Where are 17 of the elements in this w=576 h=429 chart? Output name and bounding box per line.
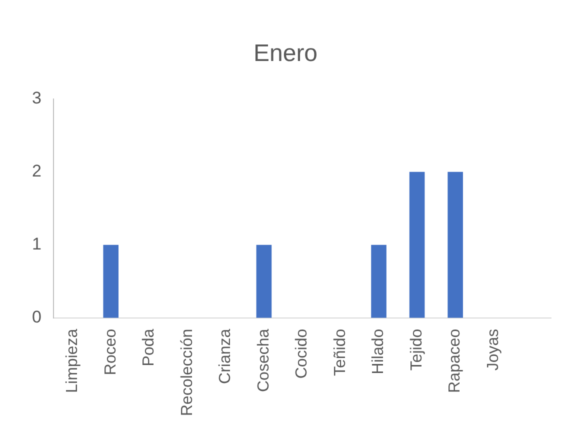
y-tick-label: 1 — [32, 234, 42, 254]
x-tick-label: Rapaceo — [446, 328, 464, 393]
x-tick-label: Poda — [140, 328, 158, 366]
x-tick-label: Joyas — [484, 328, 502, 371]
x-tick-label: Tejido — [408, 328, 426, 371]
y-tick-label: 3 — [32, 88, 42, 108]
x-tick-label: Cocido — [294, 328, 311, 379]
x-tick-label: Teñido — [332, 328, 349, 376]
x-tick-label: Limpieza — [64, 328, 81, 393]
y-tick-label: 2 — [32, 162, 42, 180]
x-tick-label: Cosecha — [255, 328, 272, 392]
x-tick-label: Crianza — [217, 328, 234, 384]
x-tick-label: Hilado — [370, 328, 388, 374]
y-tick-label: 0 — [32, 308, 42, 327]
x-tick-label: Roceo — [102, 328, 120, 376]
chart-title: Enero — [253, 40, 318, 68]
x-tick-label: Recolección — [178, 328, 196, 416]
